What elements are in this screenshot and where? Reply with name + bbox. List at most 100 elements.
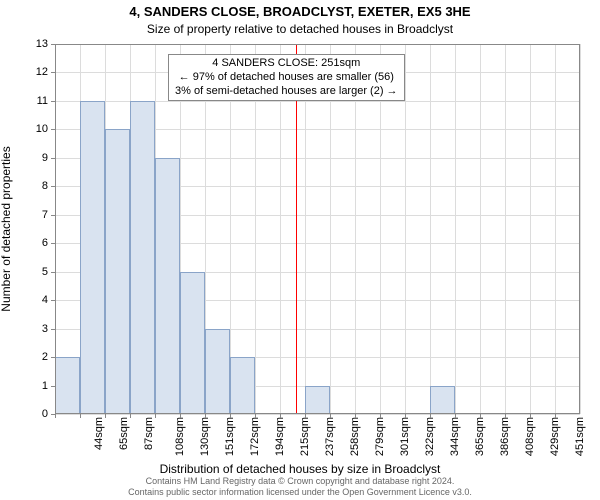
y-tick-label: 9 xyxy=(18,152,48,164)
x-tick-mark xyxy=(280,414,281,418)
x-tick-mark xyxy=(555,414,556,418)
grid-line-horizontal xyxy=(55,72,580,73)
x-tick-mark xyxy=(530,414,531,418)
grid-line-vertical xyxy=(330,44,331,414)
plot-area xyxy=(55,44,580,414)
x-tick-label: 344sqm xyxy=(449,417,461,456)
y-tick-mark xyxy=(51,300,55,301)
y-tick-mark xyxy=(51,357,55,358)
grid-line-horizontal xyxy=(55,414,580,415)
histogram-bar xyxy=(230,357,255,414)
histogram-bar xyxy=(55,357,80,414)
marker-line xyxy=(296,44,297,414)
chart-title-sub: Size of property relative to detached ho… xyxy=(0,22,600,36)
x-tick-label: 279sqm xyxy=(374,417,386,456)
x-tick-mark xyxy=(130,414,131,418)
x-tick-label: 322sqm xyxy=(424,417,436,456)
x-tick-mark xyxy=(405,414,406,418)
x-tick-mark xyxy=(480,414,481,418)
y-axis-label: Number of detached properties xyxy=(0,64,13,229)
y-tick-label: 3 xyxy=(18,323,48,335)
histogram-bar xyxy=(180,272,205,414)
grid-line-vertical xyxy=(455,44,456,414)
x-tick-label: 172sqm xyxy=(249,417,261,456)
y-tick-mark xyxy=(51,186,55,187)
grid-line-vertical xyxy=(555,44,556,414)
x-tick-label: 194sqm xyxy=(274,417,286,456)
x-tick-mark xyxy=(205,414,206,418)
histogram-bar xyxy=(155,158,180,414)
grid-line-vertical xyxy=(580,44,581,414)
grid-line-vertical xyxy=(305,44,306,414)
x-tick-mark xyxy=(55,414,56,418)
y-tick-mark xyxy=(51,329,55,330)
y-tick-label: 11 xyxy=(18,95,48,107)
y-tick-label: 1 xyxy=(18,380,48,392)
chart-title-main: 4, SANDERS CLOSE, BROADCLYST, EXETER, EX… xyxy=(0,4,600,19)
histogram-bar xyxy=(430,386,455,414)
y-tick-mark xyxy=(51,272,55,273)
x-tick-mark xyxy=(355,414,356,418)
x-tick-label: 44sqm xyxy=(93,417,105,450)
footer-line: Contains HM Land Registry data © Crown c… xyxy=(0,476,600,486)
y-tick-label: 4 xyxy=(18,294,48,306)
grid-line-horizontal xyxy=(55,44,580,45)
x-tick-mark xyxy=(430,414,431,418)
grid-line-vertical xyxy=(480,44,481,414)
x-tick-label: 429sqm xyxy=(549,417,561,456)
x-tick-label: 237sqm xyxy=(324,417,336,456)
y-tick-mark xyxy=(51,243,55,244)
grid-line-vertical xyxy=(530,44,531,414)
histogram-bar xyxy=(80,101,105,414)
x-tick-label: 151sqm xyxy=(224,417,236,456)
x-tick-mark xyxy=(230,414,231,418)
y-tick-label: 2 xyxy=(18,351,48,363)
histogram-bar xyxy=(205,329,230,414)
x-tick-label: 215sqm xyxy=(299,417,311,456)
y-tick-label: 13 xyxy=(18,38,48,50)
x-tick-mark xyxy=(180,414,181,418)
x-tick-mark xyxy=(455,414,456,418)
histogram-bar xyxy=(130,101,155,414)
y-tick-mark xyxy=(51,101,55,102)
x-tick-label: 130sqm xyxy=(199,417,211,456)
y-tick-label: 6 xyxy=(18,237,48,249)
y-tick-mark xyxy=(51,44,55,45)
x-tick-label: 108sqm xyxy=(174,417,186,456)
x-tick-label: 258sqm xyxy=(349,417,361,456)
y-tick-label: 10 xyxy=(18,123,48,135)
y-tick-mark xyxy=(51,158,55,159)
footer-attribution: Contains HM Land Registry data © Crown c… xyxy=(0,476,600,497)
x-tick-mark xyxy=(105,414,106,418)
x-tick-label: 87sqm xyxy=(143,417,155,450)
y-tick-mark xyxy=(51,386,55,387)
histogram-bar xyxy=(105,129,130,414)
grid-line-vertical xyxy=(380,44,381,414)
x-axis-label: Distribution of detached houses by size … xyxy=(0,462,600,476)
x-tick-label: 386sqm xyxy=(499,417,511,456)
x-tick-mark xyxy=(80,414,81,418)
histogram-bar xyxy=(305,386,330,414)
x-tick-mark xyxy=(155,414,156,418)
grid-line-vertical xyxy=(280,44,281,414)
grid-line-vertical xyxy=(255,44,256,414)
x-tick-mark xyxy=(305,414,306,418)
grid-line-vertical xyxy=(505,44,506,414)
grid-line-vertical xyxy=(405,44,406,414)
x-tick-label: 451sqm xyxy=(574,417,586,456)
y-tick-label: 12 xyxy=(18,66,48,78)
y-tick-label: 8 xyxy=(18,180,48,192)
grid-line-vertical xyxy=(355,44,356,414)
footer-line: Contains public sector information licen… xyxy=(0,487,600,497)
y-tick-mark xyxy=(51,215,55,216)
x-tick-label: 65sqm xyxy=(118,417,130,450)
x-tick-label: 301sqm xyxy=(399,417,411,456)
x-tick-label: 408sqm xyxy=(524,417,536,456)
y-tick-label: 5 xyxy=(18,266,48,278)
x-tick-mark xyxy=(380,414,381,418)
x-tick-label: 365sqm xyxy=(474,417,486,456)
y-tick-mark xyxy=(51,72,55,73)
grid-line-vertical xyxy=(430,44,431,414)
y-tick-mark xyxy=(51,129,55,130)
x-tick-mark xyxy=(255,414,256,418)
